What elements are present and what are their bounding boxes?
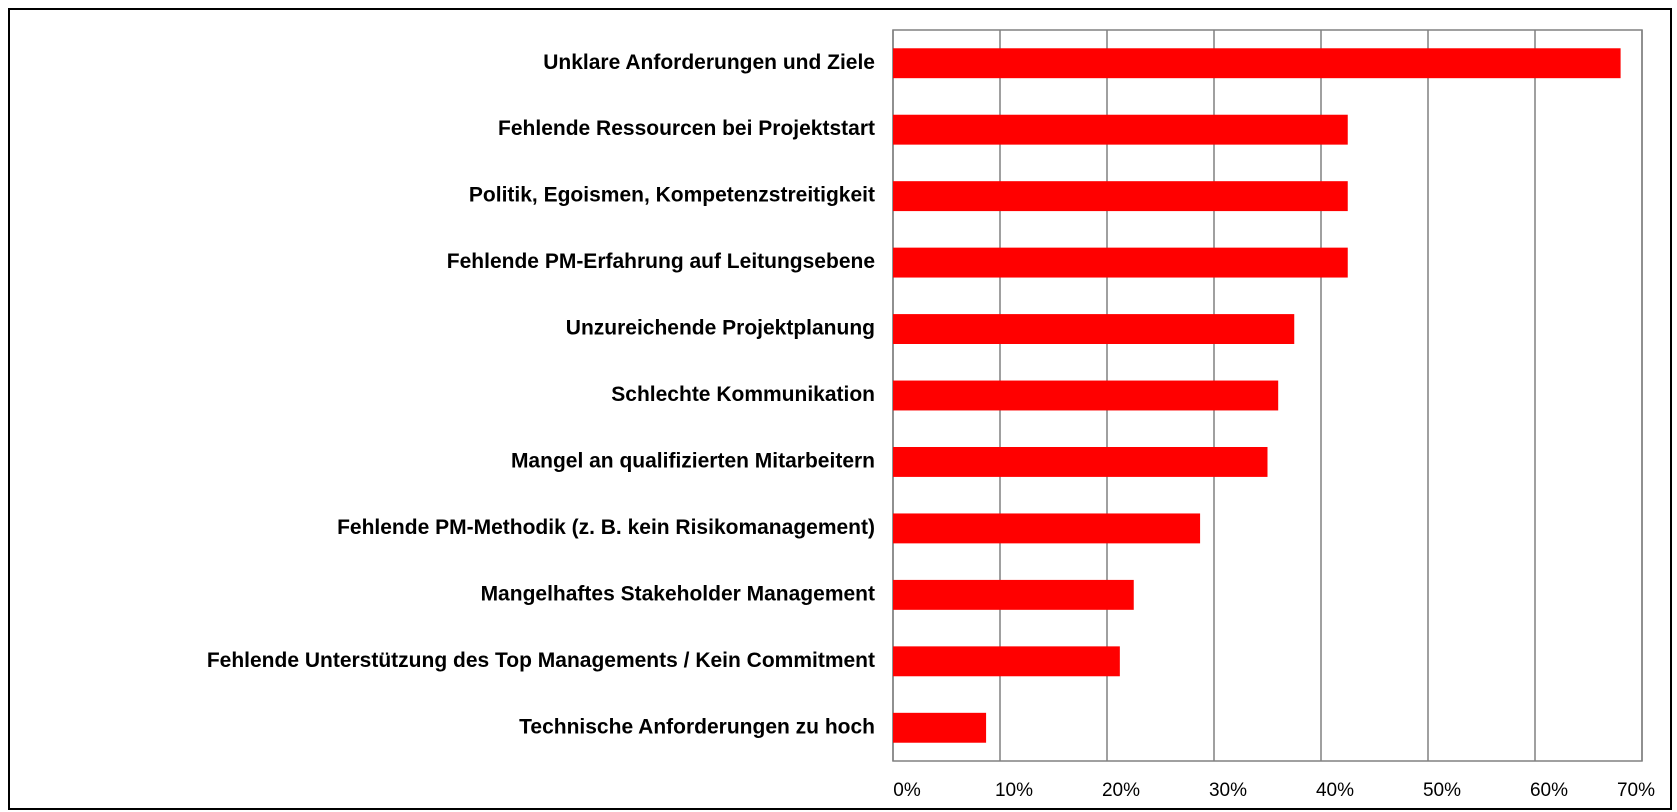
bar (893, 48, 1621, 79)
bar (893, 114, 1348, 145)
y-tick-label: Fehlende PM-Methodik (z. B. kein Risikom… (337, 516, 875, 539)
bar (893, 646, 1120, 677)
bar (893, 380, 1279, 411)
x-tick-label: 60% (1530, 780, 1568, 801)
y-tick-label: Technische Anforderungen zu hoch (519, 715, 875, 738)
y-tick-label: Politik, Egoismen, Kompetenzstreitigkeit (469, 184, 875, 207)
bar (893, 247, 1348, 278)
frame (8, 8, 1672, 810)
y-tick-label: Mangelhaftes Stakeholder Management (481, 582, 875, 605)
bar (893, 181, 1348, 212)
y-tick-label: Mangel an qualifizierten Mitarbeitern (511, 450, 875, 473)
bar (893, 579, 1134, 610)
x-tick-label: 20% (1102, 780, 1140, 801)
bar (893, 447, 1268, 477)
y-tick-label: Fehlende Ressourcen bei Projektstart (498, 117, 875, 140)
bar (893, 314, 1295, 344)
x-tick-label: 30% (1209, 780, 1247, 801)
x-tick-label: 50% (1423, 780, 1461, 801)
bar (893, 712, 987, 743)
bar (893, 513, 1201, 544)
y-tick-label: Fehlende PM-Erfahrung auf Leitungsebene (447, 250, 875, 273)
y-tick-label: Schlechte Kommunikation (611, 383, 875, 406)
x-tick-label: 10% (995, 780, 1033, 801)
x-tick-label: 0% (893, 780, 921, 801)
y-tick-label: Unklare Anforderungen und Ziele (543, 51, 875, 74)
x-tick-label: 70% (1617, 780, 1655, 801)
y-tick-label: Fehlende Unterstützung des Top Managemen… (207, 649, 875, 672)
x-tick-label: 40% (1316, 780, 1354, 801)
y-tick-label: Unzureichende Projektplanung (566, 317, 875, 340)
